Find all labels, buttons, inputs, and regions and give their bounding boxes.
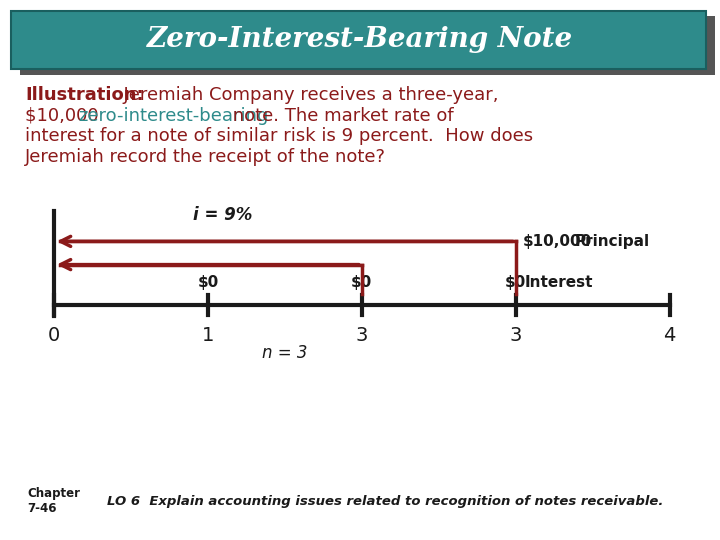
Text: Chapter
7-46: Chapter 7-46 <box>27 487 81 515</box>
Text: $0: $0 <box>505 275 526 290</box>
Text: 4: 4 <box>663 326 676 345</box>
Text: LO 6  Explain accounting issues related to recognition of notes receivable.: LO 6 Explain accounting issues related t… <box>107 495 663 508</box>
Text: i = 9%: i = 9% <box>193 206 252 225</box>
Text: Interest: Interest <box>524 275 593 290</box>
Text: Jeremiah record the receipt of the note?: Jeremiah record the receipt of the note? <box>25 148 386 166</box>
Text: 1: 1 <box>202 326 214 345</box>
Text: $0: $0 <box>351 275 372 290</box>
Text: 3: 3 <box>510 326 522 345</box>
Text: Zero-Interest-Bearing Note: Zero-Interest-Bearing Note <box>147 26 573 53</box>
Text: 0: 0 <box>48 326 60 345</box>
Text: Principal: Principal <box>575 234 650 249</box>
Text: zero-interest-bearing: zero-interest-bearing <box>78 107 269 125</box>
Text: 3: 3 <box>356 326 368 345</box>
Text: $10,000: $10,000 <box>523 234 592 249</box>
Text: interest for a note of similar risk is 9 percent.  How does: interest for a note of similar risk is 9… <box>25 127 534 145</box>
Text: Illustration:: Illustration: <box>25 86 144 104</box>
Text: n = 3: n = 3 <box>262 344 307 362</box>
Text: $0: $0 <box>197 275 219 290</box>
Text: note. The market rate of: note. The market rate of <box>227 107 454 125</box>
Text: $10,000: $10,000 <box>25 107 104 125</box>
Text: Jeremiah Company receives a three-year,: Jeremiah Company receives a three-year, <box>112 86 498 104</box>
